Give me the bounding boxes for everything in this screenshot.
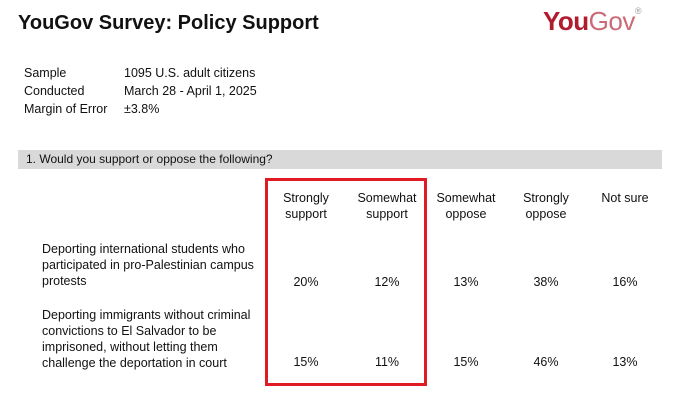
cell-immigrants-not-sure: 13% <box>612 355 638 369</box>
column-header-not-sure: Not sure <box>585 190 665 206</box>
meta-label: Sample <box>24 66 67 80</box>
meta-row-sample: Sample 1095 U.S. adult citizens <box>24 64 257 82</box>
meta-value: 1095 U.S. adult citizens <box>124 66 256 80</box>
row-label-line: Deporting international students who <box>42 242 245 256</box>
row-label-line: imprisoned, without letting them <box>42 340 218 354</box>
column-header-strongly-oppose: Strongly oppose <box>506 190 586 222</box>
cell-immigrants-somewhat-oppose: 15% <box>453 355 479 369</box>
meta-row-conducted: Conducted March 28 - April 1, 2025 <box>24 82 257 100</box>
cell-students-strongly-oppose: 38% <box>533 275 559 289</box>
column-header-line: oppose <box>445 207 487 221</box>
row-label-immigrants: Deporting immigrants without criminal co… <box>42 307 267 371</box>
logo-registered-mark: ® <box>634 6 642 16</box>
meta-label: Conducted <box>24 84 85 98</box>
column-header-line: support <box>366 207 408 221</box>
meta-row-margin-of-error: Margin of Error ±3.8% <box>24 100 257 118</box>
row-label-line: Deporting immigrants without criminal <box>42 308 251 322</box>
cell-students-not-sure: 16% <box>612 275 638 289</box>
cell-immigrants-strongly-oppose: 46% <box>533 355 559 369</box>
cell-students-somewhat-support: 12% <box>374 275 400 289</box>
column-header-line: Strongly <box>283 191 329 205</box>
cell-immigrants-strongly-support: 15% <box>293 355 319 369</box>
row-label-line: protests <box>42 274 87 288</box>
column-header-somewhat-oppose: Somewhat oppose <box>426 190 506 222</box>
yougov-logo: YouGov® <box>542 6 642 37</box>
column-header-strongly-support: Strongly support <box>266 190 346 222</box>
column-header-line: Somewhat <box>357 191 417 205</box>
row-label-line: challenge the deportation in court <box>42 356 227 370</box>
page-title: YouGov Survey: Policy Support <box>18 12 319 34</box>
row-label-line: participated in pro-Palestinian campus <box>42 258 254 272</box>
cell-immigrants-somewhat-support: 11% <box>374 355 400 369</box>
row-label-students: Deporting international students who par… <box>42 241 267 289</box>
meta-label: Margin of Error <box>24 102 108 116</box>
column-header-line: support <box>285 207 327 221</box>
survey-meta: Sample 1095 U.S. adult citizens Conducte… <box>24 64 257 118</box>
cell-students-strongly-support: 20% <box>293 275 319 289</box>
meta-value: ±3.8% <box>124 102 160 116</box>
logo-gov: Gov <box>588 6 636 36</box>
column-header-line: Strongly <box>523 191 569 205</box>
row-label-line: convictions to El Salvador to be <box>42 324 217 338</box>
column-header-somewhat-support: Somewhat support <box>347 190 427 222</box>
cell-students-somewhat-oppose: 13% <box>453 275 479 289</box>
column-header-line: Not sure <box>601 191 649 205</box>
column-header-line: Somewhat <box>436 191 496 205</box>
logo-you: You <box>542 6 589 36</box>
column-header-line: oppose <box>525 207 567 221</box>
support-columns-highlight-box <box>265 178 427 386</box>
meta-value: March 28 - April 1, 2025 <box>124 84 257 98</box>
question-bar: 1. Would you support or oppose the follo… <box>18 150 662 169</box>
